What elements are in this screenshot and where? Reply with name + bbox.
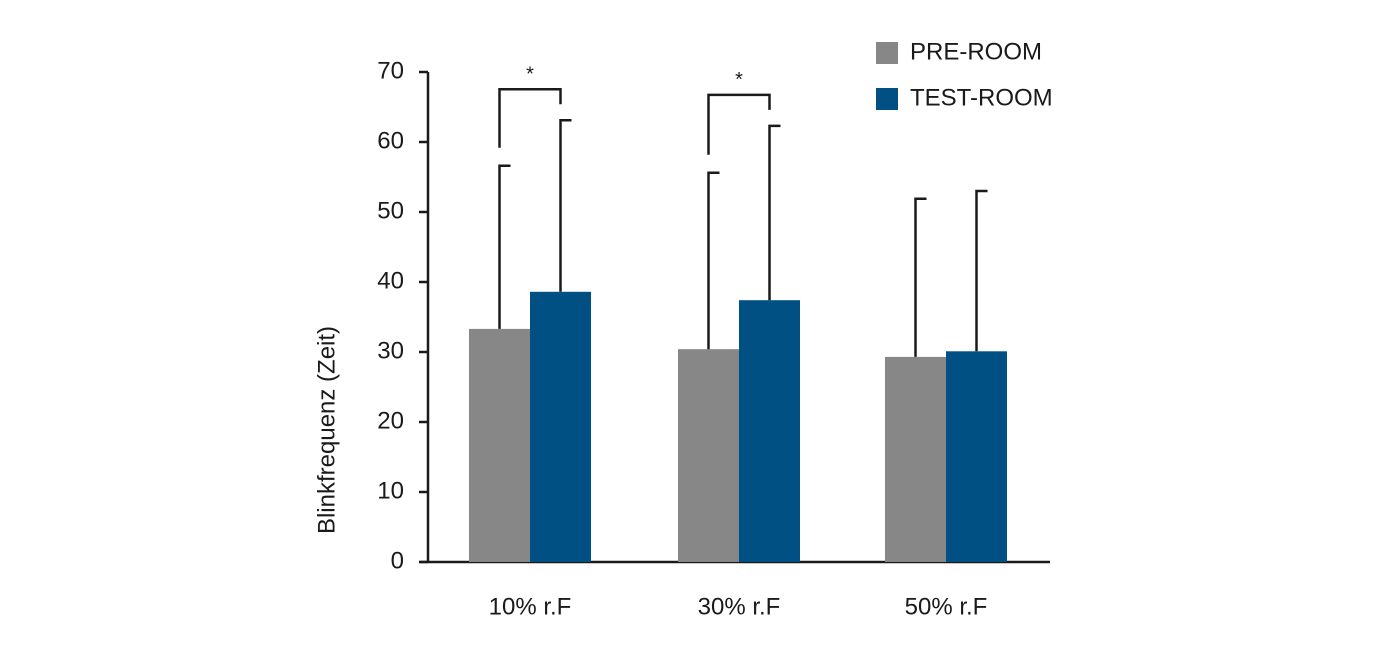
error-bar (975, 189, 988, 352)
significance-label: * (526, 64, 534, 86)
y-tick-label: 60 (377, 127, 404, 154)
error-bar (768, 124, 781, 301)
bar (469, 328, 530, 562)
bar (678, 349, 739, 562)
y-tick-label: 50 (377, 197, 404, 224)
error-bar (914, 197, 927, 357)
bar (739, 300, 800, 562)
x-tick-label: 50% r.F (905, 593, 988, 620)
y-tick-label: 10 (377, 477, 404, 504)
y-tick-label: 30 (377, 337, 404, 364)
bar (946, 351, 1007, 562)
error-bar (498, 164, 511, 329)
y-axis-label: Blinkfrequenz (Zeit) (313, 326, 340, 534)
significance-bracket (707, 93, 771, 155)
y-tick-label: 20 (377, 407, 404, 434)
significance-bracket (498, 88, 562, 148)
bar (530, 291, 591, 562)
legend-swatch (876, 88, 898, 110)
error-bar (707, 171, 720, 350)
x-tick-label: 10% r.F (489, 593, 572, 620)
legend-label: TEST-ROOM (910, 84, 1053, 111)
legend-swatch (876, 42, 898, 64)
bar (885, 356, 946, 562)
y-tick-label: 70 (377, 57, 404, 84)
x-tick-label: 30% r.F (698, 593, 781, 620)
y-tick-label: 0 (391, 547, 404, 574)
y-tick-label: 40 (377, 267, 404, 294)
error-bar (559, 119, 572, 292)
significance-label: * (735, 69, 743, 91)
legend-label: PRE-ROOM (910, 38, 1042, 65)
